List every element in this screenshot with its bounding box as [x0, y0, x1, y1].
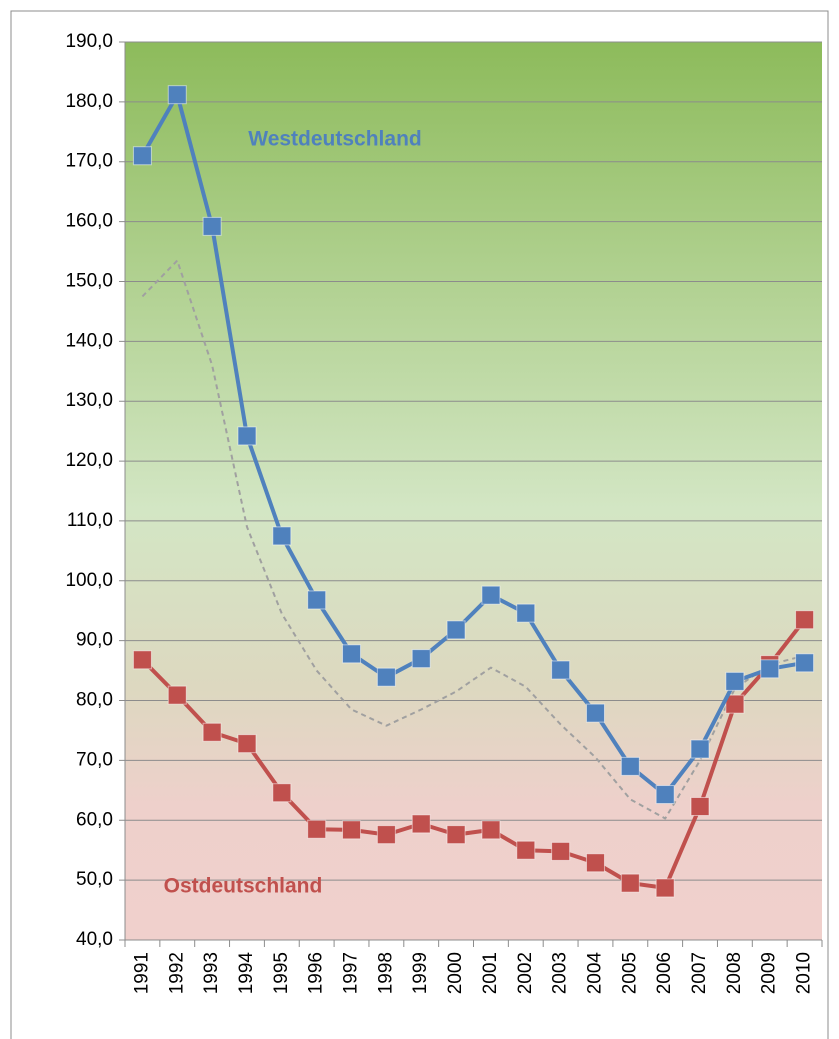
marker [446, 620, 466, 640]
x-tick-label: 1995 [271, 952, 292, 994]
marker [376, 825, 396, 845]
marker [585, 853, 605, 873]
marker [725, 671, 745, 691]
marker [342, 644, 362, 664]
marker [551, 660, 571, 680]
y-tick-label: 100,0 [65, 570, 113, 591]
marker [272, 526, 292, 546]
x-tick-label: 2007 [689, 952, 710, 994]
x-tick-label: 1996 [306, 952, 327, 994]
marker [795, 610, 815, 630]
marker [411, 814, 431, 834]
marker [376, 667, 396, 687]
x-tick-label: 1992 [166, 952, 187, 994]
marker [132, 146, 152, 166]
y-tick-label: 80,0 [76, 690, 113, 711]
y-tick-label: 190,0 [65, 31, 113, 52]
y-tick-label: 50,0 [76, 869, 113, 890]
marker [307, 590, 327, 610]
marker [655, 785, 675, 805]
y-tick-label: 120,0 [65, 450, 113, 471]
x-tick-label: 2010 [794, 952, 815, 994]
marker [655, 878, 675, 898]
x-tick-label: 1991 [131, 952, 152, 994]
y-tick-label: 90,0 [76, 630, 113, 651]
x-tick-label: 2008 [724, 952, 745, 994]
marker [795, 653, 815, 673]
x-tick-label: 2009 [759, 952, 780, 994]
marker [342, 820, 362, 840]
x-tick-label: 2003 [550, 952, 571, 994]
y-tick-label: 140,0 [65, 330, 113, 351]
chart-border [10, 10, 829, 1039]
marker [132, 650, 152, 670]
marker [272, 783, 292, 803]
series-label: Westdeutschland [248, 128, 421, 151]
marker [307, 819, 327, 839]
marker [516, 840, 536, 860]
x-tick-label: 2001 [480, 952, 501, 994]
marker [237, 734, 257, 754]
series-label: Ostdeutschland [164, 875, 323, 898]
marker [585, 703, 605, 723]
x-tick-label: 1993 [201, 952, 222, 994]
y-tick-label: 170,0 [65, 151, 113, 172]
x-tick-label: 2006 [654, 952, 675, 994]
x-tick-label: 2004 [584, 952, 605, 995]
x-tick-label: 2002 [515, 952, 536, 994]
marker [481, 585, 501, 605]
marker [690, 739, 710, 759]
x-tick-label: 2000 [445, 952, 466, 994]
marker [725, 694, 745, 714]
marker [446, 825, 466, 845]
x-tick-label: 1994 [236, 952, 257, 995]
y-tick-label: 110,0 [67, 510, 113, 531]
marker [516, 603, 536, 623]
marker [620, 756, 640, 776]
y-tick-label: 150,0 [65, 270, 113, 291]
marker [551, 841, 571, 861]
marker [237, 426, 257, 446]
y-tick-label: 40,0 [76, 929, 113, 950]
y-tick-label: 160,0 [65, 211, 113, 232]
plot-background [125, 42, 822, 940]
marker [690, 796, 710, 816]
marker [202, 216, 222, 236]
marker [167, 685, 187, 705]
x-tick-label: 1999 [410, 952, 431, 994]
y-tick-label: 60,0 [76, 809, 113, 830]
marker [620, 873, 640, 893]
marker [481, 820, 501, 840]
marker [411, 649, 431, 669]
y-tick-label: 180,0 [65, 91, 113, 112]
x-tick-label: 1997 [341, 952, 362, 994]
y-tick-label: 130,0 [65, 390, 113, 411]
marker [167, 85, 187, 105]
y-tick-label: 70,0 [76, 749, 113, 770]
marker [760, 659, 780, 679]
x-tick-label: 1998 [375, 952, 396, 994]
series-line [141, 259, 805, 820]
x-tick-label: 2005 [619, 952, 640, 994]
marker [202, 722, 222, 742]
